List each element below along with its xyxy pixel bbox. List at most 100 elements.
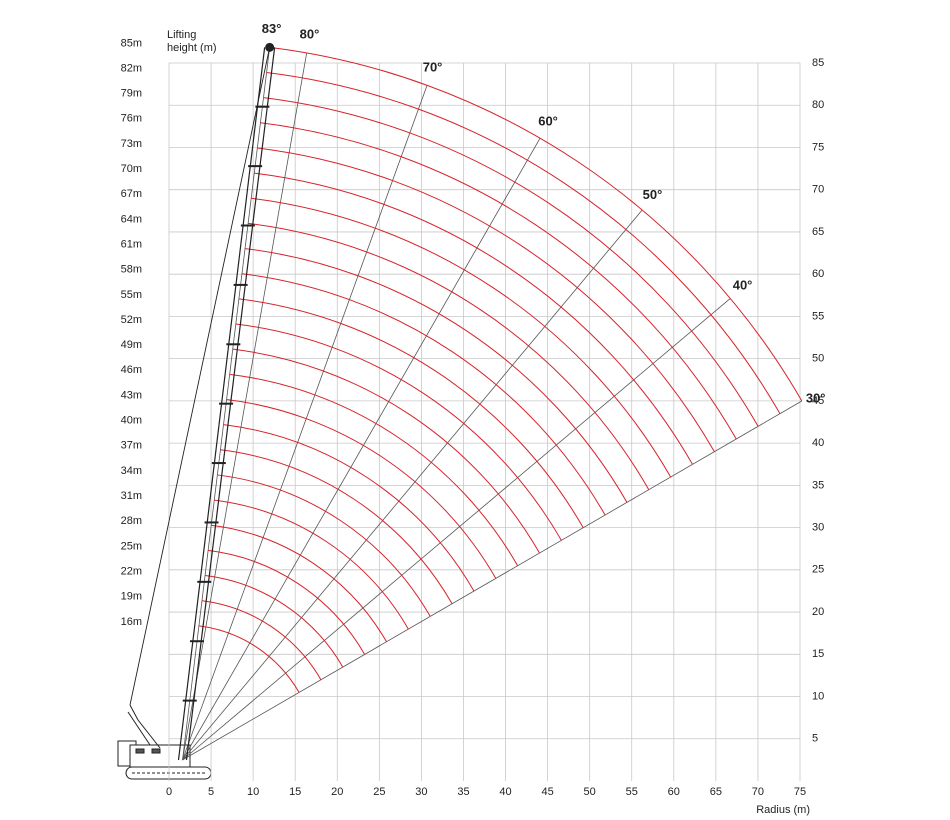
x-tick-label: 50 [584, 786, 596, 798]
y-tick-label: 5 [812, 733, 818, 745]
angle-label: 60° [538, 114, 558, 129]
boom-length-label: 58m [121, 264, 142, 276]
x-axis-title: Radius (m) [756, 804, 810, 816]
angle-label: 30° [806, 390, 826, 405]
boom-arc [241, 273, 606, 516]
x-tick-label: 10 [247, 786, 259, 798]
x-tick-label: 70 [752, 786, 764, 798]
boom-length-label: 28m [121, 515, 142, 527]
boom-arc [208, 549, 366, 655]
boom [129, 42, 276, 761]
angle-line [182, 137, 541, 761]
boom-arc [198, 625, 300, 693]
boom-arc [244, 248, 628, 503]
boom-length-label: 43m [121, 389, 142, 401]
y-tick-label: 40 [812, 437, 824, 449]
grid [168, 62, 801, 781]
boom-length-label: 52m [121, 314, 142, 326]
x-tick-label: 15 [289, 786, 301, 798]
boom-length-label: 46m [121, 364, 142, 376]
boom-arc [248, 222, 650, 490]
boom-arc [204, 575, 344, 668]
x-tick-label: 20 [331, 786, 343, 798]
boom-arc [269, 46, 803, 402]
boom-length-label: 25m [121, 540, 142, 552]
y-tick-label: 25 [812, 564, 824, 576]
boom-length-label: 22m [121, 565, 142, 577]
boom-length-label: 70m [121, 163, 142, 175]
boom-arc [232, 348, 540, 554]
boom-length-label: 73m [121, 138, 142, 150]
x-tick-label: 25 [373, 786, 385, 798]
x-tick-label: 30 [415, 786, 427, 798]
boom-length-label: 19m [121, 591, 142, 603]
boom-length-label: 49m [121, 339, 142, 351]
boom-arc [223, 424, 475, 592]
boom-length-label: 85m [121, 37, 142, 49]
x-tick-label: 65 [710, 786, 722, 798]
boom-arc [260, 122, 737, 440]
y-tick-label: 50 [812, 353, 824, 365]
boom-length-label: 55m [121, 289, 142, 301]
x-tick-label: 55 [626, 786, 638, 798]
y-tick-label: 30 [812, 521, 824, 533]
boom-arc [251, 197, 672, 478]
boom-length-label: 79m [121, 88, 142, 100]
boom-length-label: 31m [121, 490, 142, 502]
y-tick-label: 60 [812, 268, 824, 280]
angle-line [182, 298, 731, 761]
y-tick-label: 10 [812, 690, 824, 702]
boom-arc [266, 72, 781, 414]
boom-length-label: 67m [121, 188, 142, 200]
x-tick-label: 45 [541, 786, 553, 798]
y-tick-label: 20 [812, 606, 824, 618]
y-tick-label: 80 [812, 99, 824, 111]
boom-length-label: 40m [121, 415, 142, 427]
boom-arc [214, 499, 409, 630]
y-tick-label: 70 [812, 184, 824, 196]
y-tick-label: 65 [812, 226, 824, 238]
boom-arc [229, 373, 519, 566]
boom-arc [211, 524, 387, 642]
angle-label: 80° [300, 27, 320, 42]
y-tick-label: 55 [812, 310, 824, 322]
x-tick-label: 35 [457, 786, 469, 798]
y-axis-title: Lifting height (m) [167, 29, 217, 54]
angle-line [182, 85, 428, 761]
x-tick-label: 0 [166, 786, 172, 798]
backstay [129, 47, 271, 706]
boom-arc [263, 97, 759, 427]
boom-length-label: 16m [121, 616, 142, 628]
angle-line [182, 209, 643, 761]
angle-label: 50° [643, 187, 663, 202]
angle-label: 70° [423, 60, 443, 75]
x-tick-label: 5 [208, 786, 214, 798]
y-tick-label: 85 [812, 57, 824, 69]
angle-label: 83° [262, 21, 282, 36]
angle-label: 40° [733, 278, 753, 293]
y-tick-label: 75 [812, 141, 824, 153]
x-tick-label: 40 [499, 786, 511, 798]
boom-arc [226, 398, 497, 579]
y-tick-label: 45 [812, 395, 824, 407]
boom-length-label: 61m [121, 238, 142, 250]
boom-length-label: 76m [121, 113, 142, 125]
boom-arc [220, 449, 453, 604]
x-tick-label: 75 [794, 786, 806, 798]
y-tick-label: 15 [812, 648, 824, 660]
boom-length-label: 82m [121, 62, 142, 74]
y-tick-label: 35 [812, 479, 824, 491]
boom-length-label: 34m [121, 465, 142, 477]
boom-arc [217, 474, 431, 617]
angle-line [182, 400, 803, 761]
boom-length-label: 64m [121, 213, 142, 225]
boom-arc [254, 172, 693, 465]
x-tick-label: 60 [668, 786, 680, 798]
boom-head [265, 42, 275, 52]
boom-length-label: 37m [121, 440, 142, 452]
boom-arc [238, 298, 584, 528]
boom-arc [235, 323, 562, 541]
boom-arc [257, 147, 715, 452]
